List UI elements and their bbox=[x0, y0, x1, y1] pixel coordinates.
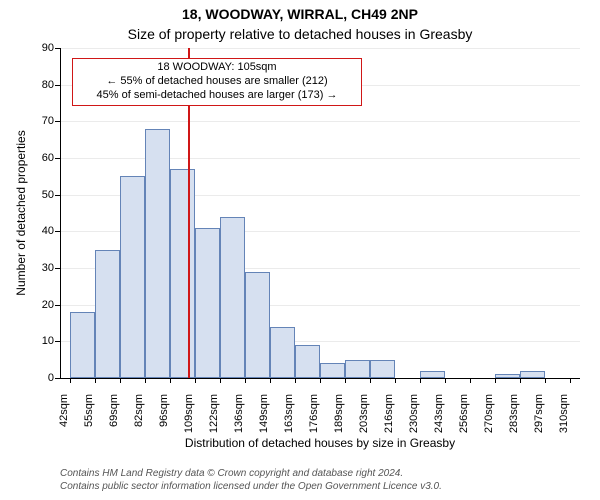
x-tick-label: 243sqm bbox=[433, 394, 445, 442]
x-tick-label: 82sqm bbox=[133, 394, 145, 442]
y-tick-mark bbox=[55, 158, 60, 159]
x-tick-label: 122sqm bbox=[208, 394, 220, 442]
y-tick-mark bbox=[55, 268, 60, 269]
y-tick-mark bbox=[55, 48, 60, 49]
x-tick-mark bbox=[445, 378, 446, 383]
y-axis-line bbox=[60, 48, 61, 378]
x-tick-label: 163sqm bbox=[283, 394, 295, 442]
histogram-bar bbox=[245, 272, 270, 378]
y-tick-label: 0 bbox=[26, 372, 54, 384]
y-tick-label: 30 bbox=[26, 262, 54, 274]
x-tick-label: 297sqm bbox=[533, 394, 545, 442]
x-tick-label: 149sqm bbox=[258, 394, 270, 442]
histogram-bar bbox=[420, 371, 445, 378]
footer-line2: Contains public sector information licen… bbox=[60, 481, 442, 492]
x-tick-mark bbox=[345, 378, 346, 383]
x-tick-label: 136sqm bbox=[233, 394, 245, 442]
y-tick-mark bbox=[55, 341, 60, 342]
x-tick-label: 42sqm bbox=[58, 394, 70, 442]
y-tick-mark bbox=[55, 378, 60, 379]
x-tick-mark bbox=[320, 378, 321, 383]
chart-footer-attribution: Contains HM Land Registry data © Crown c… bbox=[60, 468, 442, 493]
x-tick-mark bbox=[370, 378, 371, 383]
histogram-bar bbox=[95, 250, 120, 378]
histogram-bar bbox=[370, 360, 395, 378]
annotation-box: 18 WOODWAY: 105sqm← 55% of detached hous… bbox=[72, 58, 362, 106]
x-tick-label: 256sqm bbox=[458, 394, 470, 442]
x-tick-mark bbox=[270, 378, 271, 383]
y-tick-label: 40 bbox=[26, 225, 54, 237]
y-tick-label: 10 bbox=[26, 335, 54, 347]
y-tick-label: 50 bbox=[26, 189, 54, 201]
x-tick-mark bbox=[145, 378, 146, 383]
x-tick-mark bbox=[195, 378, 196, 383]
y-gridline bbox=[60, 48, 580, 49]
y-tick-mark bbox=[55, 85, 60, 86]
x-tick-label: 216sqm bbox=[383, 394, 395, 442]
chart-title-address: 18, WOODWAY, WIRRAL, CH49 2NP bbox=[0, 6, 600, 22]
x-tick-label: 310sqm bbox=[558, 394, 570, 442]
y-axis-label: Number of detached properties bbox=[14, 48, 28, 378]
histogram-bar bbox=[270, 327, 295, 378]
x-tick-mark bbox=[295, 378, 296, 383]
x-tick-mark bbox=[395, 378, 396, 383]
annotation-line1: 18 WOODWAY: 105sqm bbox=[77, 61, 357, 75]
histogram-bar bbox=[320, 363, 345, 378]
x-tick-label: 109sqm bbox=[183, 394, 195, 442]
x-tick-mark bbox=[245, 378, 246, 383]
histogram-bar bbox=[220, 217, 245, 378]
x-tick-mark bbox=[120, 378, 121, 383]
y-gridline bbox=[60, 121, 580, 122]
x-tick-mark bbox=[220, 378, 221, 383]
x-tick-label: 96sqm bbox=[158, 394, 170, 442]
annotation-line2: ← 55% of detached houses are smaller (21… bbox=[77, 75, 357, 89]
x-tick-label: 55sqm bbox=[83, 394, 95, 442]
chart-title-subtitle: Size of property relative to detached ho… bbox=[0, 26, 600, 42]
histogram-bar bbox=[70, 312, 95, 378]
y-tick-label: 90 bbox=[26, 42, 54, 54]
histogram-bar bbox=[120, 176, 145, 378]
x-tick-label: 189sqm bbox=[333, 394, 345, 442]
x-tick-mark bbox=[470, 378, 471, 383]
annotation-line3: 45% of semi-detached houses are larger (… bbox=[77, 89, 357, 103]
x-tick-mark bbox=[170, 378, 171, 383]
x-tick-label: 203sqm bbox=[358, 394, 370, 442]
y-tick-label: 70 bbox=[26, 115, 54, 127]
x-tick-label: 270sqm bbox=[483, 394, 495, 442]
x-tick-mark bbox=[495, 378, 496, 383]
histogram-bar bbox=[520, 371, 545, 378]
y-tick-mark bbox=[55, 305, 60, 306]
histogram-bar bbox=[495, 374, 520, 378]
y-tick-label: 20 bbox=[26, 299, 54, 311]
histogram-bar bbox=[170, 169, 195, 378]
y-tick-label: 80 bbox=[26, 79, 54, 91]
y-tick-mark bbox=[55, 195, 60, 196]
x-tick-mark bbox=[95, 378, 96, 383]
x-tick-mark bbox=[570, 378, 571, 383]
x-tick-label: 230sqm bbox=[408, 394, 420, 442]
histogram-bar bbox=[145, 129, 170, 378]
x-tick-mark bbox=[420, 378, 421, 383]
footer-line1: Contains HM Land Registry data © Crown c… bbox=[60, 468, 403, 479]
y-tick-label: 60 bbox=[26, 152, 54, 164]
x-tick-label: 283sqm bbox=[508, 394, 520, 442]
y-tick-mark bbox=[55, 231, 60, 232]
x-tick-mark bbox=[545, 378, 546, 383]
x-tick-label: 69sqm bbox=[108, 394, 120, 442]
y-gridline bbox=[60, 158, 580, 159]
histogram-bar bbox=[295, 345, 320, 378]
x-tick-mark bbox=[70, 378, 71, 383]
x-tick-label: 176sqm bbox=[308, 394, 320, 442]
x-tick-mark bbox=[520, 378, 521, 383]
histogram-bar bbox=[195, 228, 220, 378]
histogram-bar bbox=[345, 360, 370, 378]
y-tick-mark bbox=[55, 121, 60, 122]
